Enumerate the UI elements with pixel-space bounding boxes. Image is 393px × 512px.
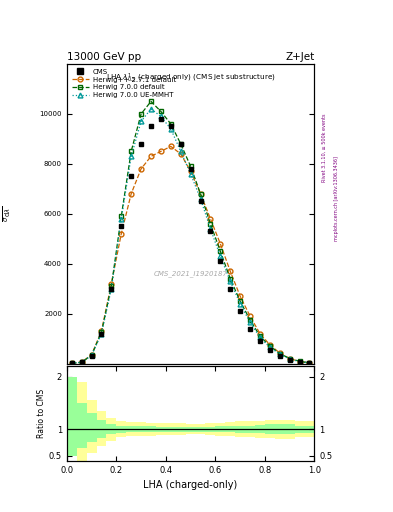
Text: $\frac{1}{\sigma}\frac{\mathrm{d}\sigma}{\mathrm{d}\lambda}$: $\frac{1}{\sigma}\frac{\mathrm{d}\sigma}… — [0, 206, 13, 222]
Text: Z+Jet: Z+Jet — [285, 52, 314, 62]
Y-axis label: Ratio to CMS: Ratio to CMS — [37, 389, 46, 438]
Text: Rivet 3.1.10, ≥ 500k events: Rivet 3.1.10, ≥ 500k events — [322, 114, 327, 182]
Text: mcplots.cern.ch [arXiv:1306.3436]: mcplots.cern.ch [arXiv:1306.3436] — [334, 156, 338, 241]
Text: LHA $\lambda^{1}_{0.5}$ (charged only) (CMS jet substructure): LHA $\lambda^{1}_{0.5}$ (charged only) (… — [106, 72, 275, 85]
Text: CMS_2021_I1920187: CMS_2021_I1920187 — [154, 270, 228, 277]
Text: 13000 GeV pp: 13000 GeV pp — [67, 52, 141, 62]
X-axis label: LHA (charged-only): LHA (charged-only) — [143, 480, 238, 490]
Legend: CMS, Herwig++ 2.7.1 default, Herwig 7.0.0 default, Herwig 7.0.0 UE-MMHT: CMS, Herwig++ 2.7.1 default, Herwig 7.0.… — [70, 68, 177, 99]
